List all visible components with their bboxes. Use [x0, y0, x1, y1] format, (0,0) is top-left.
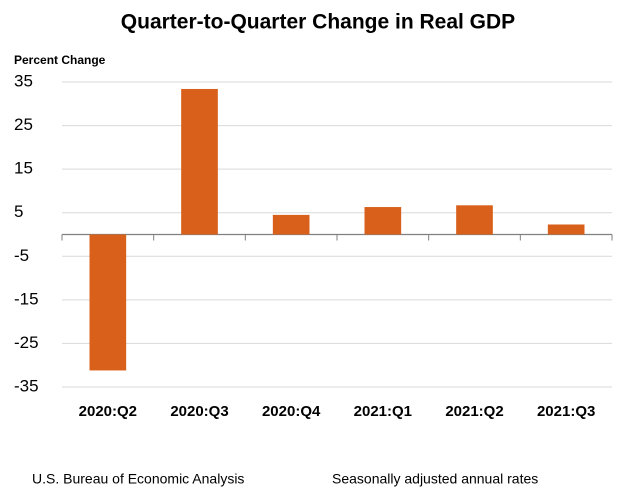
y-tick-label: -5	[14, 246, 29, 265]
bar	[181, 88, 218, 235]
y-tick-label: -35	[14, 376, 39, 395]
chart-title: Quarter-to-Quarter Change in Real GDP	[121, 11, 515, 34]
y-tick-label: -25	[14, 333, 39, 352]
y-tick-label: -15	[14, 289, 39, 308]
x-tick-label: 2021:Q2	[445, 403, 503, 420]
x-tick-label: 2021:Q3	[537, 403, 595, 420]
bar	[456, 205, 493, 235]
y-tick-label: 35	[14, 71, 33, 90]
source-note: U.S. Bureau of Economic Analysis	[32, 471, 244, 487]
bar	[89, 234, 127, 371]
y-tick-label: 5	[14, 202, 23, 221]
x-tick-label: 2020:Q4	[262, 403, 321, 420]
bar	[272, 214, 310, 235]
x-tick-label: 2020:Q2	[79, 403, 137, 420]
footnote: Seasonally adjusted annual rates	[332, 471, 538, 487]
bar	[364, 207, 402, 235]
x-tick-label: 2020:Q3	[170, 403, 228, 420]
y-tick-label: 15	[14, 159, 33, 178]
x-tick-label: 2021:Q1	[354, 403, 412, 420]
bar	[547, 224, 585, 235]
y-tick-label: 25	[14, 115, 33, 134]
y-axis-label: Percent Change	[14, 53, 106, 67]
